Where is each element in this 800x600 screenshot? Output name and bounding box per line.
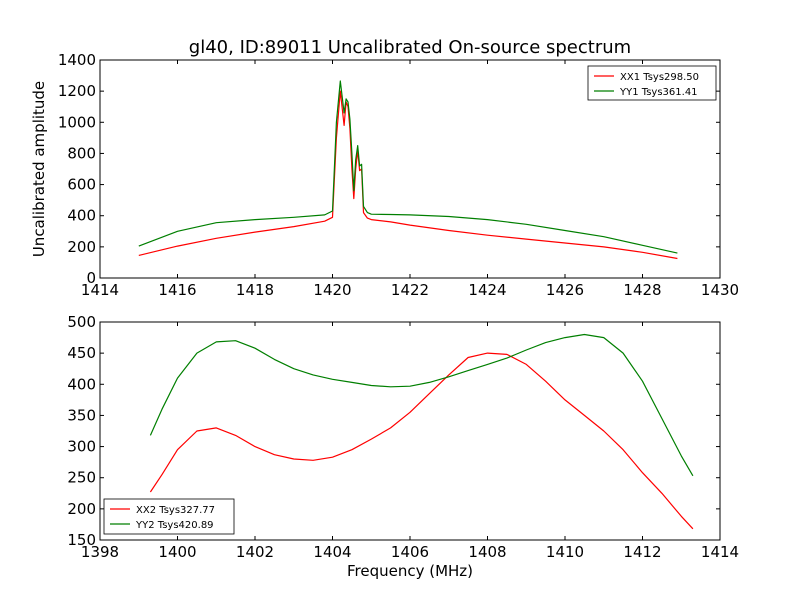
x-tick-label-0-4: 1422 — [391, 281, 429, 299]
y-tick-label-1-3: 300 — [67, 438, 96, 456]
bottom-spectrum-plot: 1398 1400 1402 1404 1406 1408 1410 1412 1414 150 2… — [67, 313, 739, 580]
legend-label-0-1: YY1 Tsys361.41 — [619, 87, 698, 98]
x-tick-label-1-6: 1410 — [546, 543, 584, 561]
legend-label-1-1: YY2 Tsys420.89 — [135, 520, 214, 531]
y-tick-label-1-4: 350 — [67, 406, 96, 424]
y-tick-label-1-5: 400 — [67, 375, 96, 393]
y-tick-label-1-6: 450 — [67, 344, 96, 362]
top-spectrum-plot: 1414 1416 1418 1420 1422 1424 1426 1428 1430 0 200… — [30, 51, 739, 299]
x-tick-label-1-3: 1404 — [313, 543, 351, 561]
y-tick-label-0-3: 600 — [67, 176, 96, 194]
x-tick-label-1-5: 1408 — [468, 543, 506, 561]
series-line-0-1 — [138, 80, 678, 254]
x-axis-label-1: Frequency (MHz) — [347, 562, 473, 580]
legend-box-1 — [103, 498, 235, 535]
legend-label-1-0: XX2 Tsys327.77 — [136, 505, 215, 516]
x-tick-label-1-4: 1406 — [391, 543, 429, 561]
y-axis-label-0: Uncalibrated amplitude — [30, 81, 48, 257]
y-tick-label-1-7: 500 — [67, 313, 96, 331]
y-tick-label-0-7: 1400 — [58, 51, 96, 69]
x-tick-label-1-0: 1398 — [81, 543, 119, 561]
x-tick-label-1-7: 1412 — [623, 543, 661, 561]
series-line-1-1 — [149, 333, 694, 477]
x-tick-label-1-1: 1400 — [158, 543, 196, 561]
x-tick-label-1-8: 1414 — [701, 543, 739, 561]
legend-label-0-0: XX1 Tsys298.50 — [620, 72, 699, 83]
y-tick-label-0-0: 0 — [86, 269, 96, 287]
y-tick-label-1-2: 250 — [67, 469, 96, 487]
y-tick-label-0-6: 1200 — [58, 82, 96, 100]
y-tick-label-0-5: 1000 — [58, 113, 96, 131]
chart-title: gl40, ID:89011 Uncalibrated On-source sp… — [189, 37, 631, 58]
x-tick-label-1-2: 1402 — [236, 543, 274, 561]
y-tick-label-0-4: 800 — [67, 144, 96, 162]
x-tick-label-0-3: 1420 — [313, 281, 351, 299]
x-tick-label-0-1: 1416 — [158, 281, 196, 299]
x-tick-label-0-8: 1430 — [701, 281, 739, 299]
y-tick-label-1-1: 200 — [67, 500, 96, 518]
x-tick-label-0-2: 1418 — [236, 281, 274, 299]
x-tick-label-0-7: 1428 — [623, 281, 661, 299]
x-tick-label-0-6: 1426 — [546, 281, 584, 299]
legend-box-0 — [587, 65, 717, 101]
series-line-1-0 — [149, 352, 694, 530]
x-tick-label-0-0: 1414 — [81, 281, 119, 299]
y-tick-label-1-0: 150 — [67, 531, 96, 549]
y-tick-label-0-2: 400 — [67, 207, 96, 225]
x-tick-label-0-5: 1424 — [468, 281, 506, 299]
y-tick-label-0-1: 200 — [67, 238, 96, 256]
